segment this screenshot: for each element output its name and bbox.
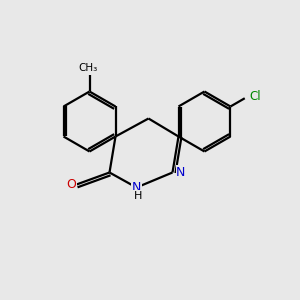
Text: O: O — [66, 178, 76, 191]
Text: N: N — [132, 181, 141, 194]
Text: N: N — [176, 166, 186, 179]
Text: CH₃: CH₃ — [78, 63, 98, 74]
Text: Cl: Cl — [249, 90, 261, 103]
Text: H: H — [134, 191, 142, 201]
